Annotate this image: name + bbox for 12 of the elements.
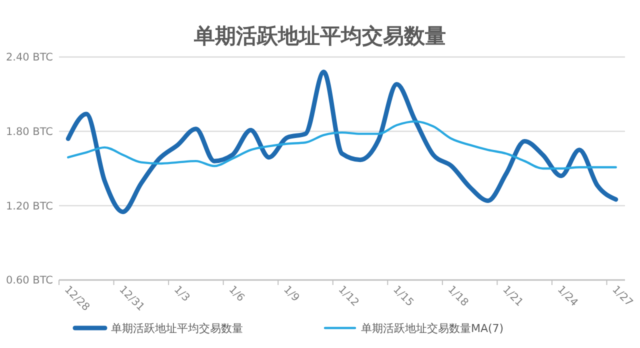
x-tick-label: 1/9 xyxy=(281,284,302,304)
legend-label: 单期活跃地址平均交易数量 xyxy=(111,322,243,335)
y-tick-label: 1.80 BTC xyxy=(6,126,53,138)
x-tick-label: 1/6 xyxy=(226,284,247,304)
x-tick-label: 1/3 xyxy=(172,284,192,304)
y-tick-label: 1.20 BTC xyxy=(6,200,53,212)
y-tick-label: 0.60 BTC xyxy=(6,274,53,287)
line-series xyxy=(67,120,617,170)
legend-label: 单期活跃地址交易数量MA(7) xyxy=(361,322,504,335)
y-tick-label: 2.40 BTC xyxy=(6,52,53,64)
chart-title: 单期活跃地址平均交易数量 xyxy=(193,24,446,48)
line-series xyxy=(66,70,618,214)
